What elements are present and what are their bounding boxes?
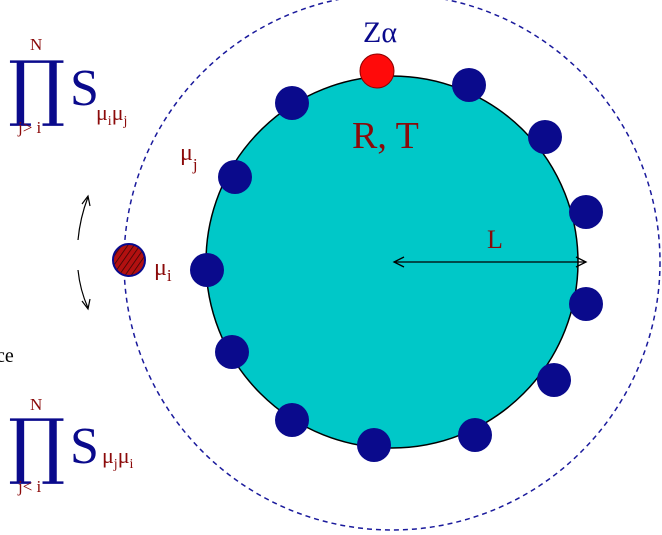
product-bottom-symbol: ∏ xyxy=(8,403,65,487)
product-top: N ∏ j> i S μiμj xyxy=(8,35,127,137)
product-bottom: N ∏ j< i S μjμi xyxy=(8,395,133,496)
center-label: R, T xyxy=(352,115,419,157)
product-top-subscript: μiμj xyxy=(96,100,127,129)
particle xyxy=(218,160,252,194)
radius-arrow xyxy=(392,256,588,268)
product-top-lower: j> i xyxy=(17,118,42,137)
particle xyxy=(452,68,486,102)
product-bottom-subscript: μjμi xyxy=(102,443,133,472)
impurity-particle xyxy=(359,53,395,89)
particle xyxy=(528,120,562,154)
motion-arrows xyxy=(77,194,91,311)
product-bottom-lower: j< i xyxy=(17,477,42,496)
moving-particle xyxy=(112,243,146,277)
particle xyxy=(275,403,309,437)
mu-j-label: μj xyxy=(180,140,198,174)
mu-i-label: μi xyxy=(154,255,172,285)
particle xyxy=(357,428,391,462)
product-top-operator: S xyxy=(70,60,99,117)
product-top-upper: N xyxy=(30,35,42,54)
particle xyxy=(275,86,309,120)
particle xyxy=(458,418,492,452)
particle xyxy=(569,287,603,321)
impurity-label: Zα xyxy=(363,16,397,49)
particle xyxy=(569,195,603,229)
particle-group xyxy=(190,68,603,462)
particle xyxy=(537,363,571,397)
radius-label: L xyxy=(487,225,503,254)
product-bottom-operator: S xyxy=(70,418,99,475)
product-bottom-upper: N xyxy=(30,395,42,414)
particle xyxy=(190,253,224,287)
particle xyxy=(215,335,249,369)
clipped-text: ce xyxy=(0,345,14,367)
product-top-symbol: ∏ xyxy=(8,45,65,129)
